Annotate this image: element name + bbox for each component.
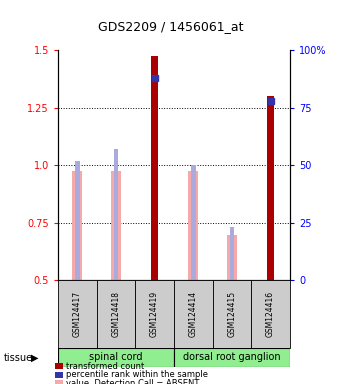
Bar [135,280,174,348]
Text: GSM124415: GSM124415 [227,291,236,337]
Text: spinal cord: spinal cord [89,352,143,362]
Text: ▶: ▶ [31,353,39,363]
Text: tissue: tissue [3,353,32,363]
Bar [188,171,198,280]
Text: GDS2209 / 1456061_at: GDS2209 / 1456061_at [98,20,243,33]
Bar [58,348,174,367]
Bar [111,171,121,280]
Bar [212,280,251,348]
Text: GSM124417: GSM124417 [73,291,82,337]
Bar [227,235,237,280]
Bar [251,280,290,348]
Bar [97,280,135,348]
Text: GSM124416: GSM124416 [266,291,275,337]
Bar [267,96,274,280]
Bar [73,171,82,280]
Bar [151,56,158,280]
Bar [229,227,234,280]
Bar [174,280,212,348]
Text: GSM124418: GSM124418 [112,291,120,337]
Text: GSM124419: GSM124419 [150,291,159,337]
Bar [114,149,118,280]
Text: GSM124414: GSM124414 [189,291,198,337]
Bar [191,165,195,280]
Text: dorsal root ganglion: dorsal root ganglion [183,352,281,362]
Bar [174,348,290,367]
Text: percentile rank within the sample: percentile rank within the sample [66,370,208,379]
Text: value, Detection Call = ABSENT: value, Detection Call = ABSENT [66,379,200,384]
Bar [58,280,97,348]
Text: transformed count: transformed count [66,362,145,371]
Bar [75,161,79,280]
